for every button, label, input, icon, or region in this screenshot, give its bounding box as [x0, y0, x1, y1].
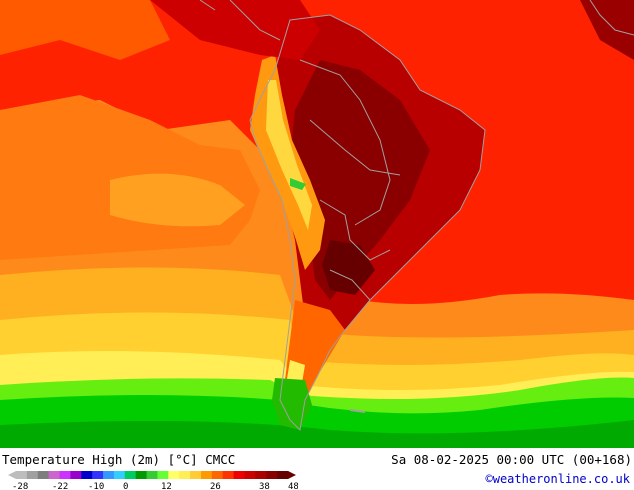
- scale-tick-label: -28: [12, 482, 28, 490]
- scale-tick-label: -10: [88, 482, 104, 490]
- scale-arrow-right: [288, 471, 296, 479]
- scale-swatch: [92, 471, 104, 479]
- scale-tick-label: 12: [161, 482, 172, 490]
- orange-pocket-pacific: [0, 0, 170, 60]
- scale-swatch: [26, 471, 39, 479]
- scale-tick-label: -22: [52, 482, 68, 490]
- scale-swatch: [266, 471, 278, 479]
- scale-swatch: [135, 471, 148, 479]
- scale-swatch: [157, 471, 169, 479]
- andes-green-spot: [290, 178, 306, 190]
- land-hottest-patch: [322, 240, 375, 295]
- footer-bar: Temperature High (2m) [°C] CMCC Sa 08-02…: [0, 448, 634, 490]
- temperature-color-scale: -28 -22 -10 0 12 26 38 48: [8, 471, 298, 490]
- scale-swatch: [190, 471, 202, 479]
- scale-swatch: [168, 471, 180, 479]
- scale-tick-label: 48: [288, 482, 298, 490]
- scale-arrow-left: [8, 471, 16, 479]
- north-africa-hint: [580, 0, 634, 60]
- scale-swatch: [59, 471, 71, 479]
- map-title: Temperature High (2m) [°C] CMCC: [2, 452, 236, 467]
- caribbean-coast: [150, 0, 320, 60]
- scale-tick-label: 0: [123, 482, 128, 490]
- scale-swatch: [211, 471, 224, 479]
- band-dark-green: [0, 420, 634, 448]
- credit-link[interactable]: ©weatheronline.co.uk: [485, 472, 631, 486]
- scale-swatch: [113, 471, 126, 479]
- scale-tick-label: 26: [210, 482, 221, 490]
- land-core-very-hot: [290, 60, 430, 300]
- temperature-map: [0, 0, 634, 448]
- scale-swatch: [200, 471, 213, 479]
- scale-swatch: [70, 471, 82, 479]
- scale-swatch: [103, 471, 115, 479]
- scale-swatch: [222, 471, 235, 479]
- scale-swatch: [146, 471, 158, 479]
- scale-swatch: [179, 471, 191, 479]
- scale-tick-label: 38: [259, 482, 270, 490]
- scale-swatch: [16, 471, 28, 479]
- scale-swatch: [233, 471, 245, 479]
- scale-swatch: [244, 471, 256, 479]
- country-borders: [199, 0, 634, 432]
- forecast-datetime: Sa 08-02-2025 00:00 UTC (00+168): [391, 452, 632, 467]
- scale-swatch: [255, 471, 267, 479]
- scale-swatch: [48, 471, 61, 479]
- scale-swatch: [81, 471, 93, 479]
- scale-swatch: [37, 471, 50, 479]
- yellow-orange-tongue: [110, 173, 245, 227]
- andes-yellow-strip: [266, 80, 312, 230]
- scale-swatch: [124, 471, 137, 479]
- scale-swatch: [277, 471, 289, 479]
